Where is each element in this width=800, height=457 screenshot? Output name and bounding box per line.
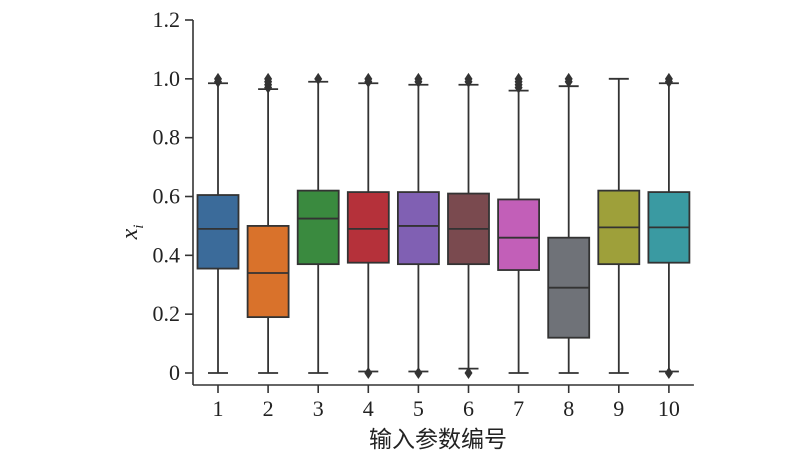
y-axis-label-subscript: i	[131, 225, 147, 229]
outlier-marker	[464, 367, 473, 379]
box-body	[196, 194, 240, 270]
outlier-marker	[314, 72, 323, 85]
x-tick-label: 10	[658, 396, 680, 421]
box-2	[246, 72, 290, 374]
outlier-marker	[564, 72, 573, 85]
y-tick-label: 0.6	[153, 184, 181, 209]
outlier-marker	[364, 72, 373, 85]
outlier-marker	[514, 72, 523, 85]
box-7	[497, 72, 541, 374]
outlier-marker	[214, 72, 222, 85]
outlier-marker	[664, 367, 673, 379]
x-tick-label: 3	[313, 396, 324, 421]
box-body	[246, 225, 290, 319]
x-tick-label: 8	[563, 396, 574, 421]
x-axis-label: 输入参数编号	[369, 427, 507, 453]
y-tick-label: 0.2	[153, 301, 181, 326]
x-tick-label: 5	[413, 396, 424, 421]
y-tick-label: 0.4	[153, 242, 181, 267]
box-body	[497, 198, 541, 271]
box-9	[597, 77, 641, 374]
outlier-marker	[464, 72, 473, 85]
box-3	[296, 72, 340, 374]
box-6	[447, 72, 490, 379]
box-10	[647, 72, 691, 379]
y-axis: 0 0.2 0.4 0.6 0.8 1.0 1.2	[153, 7, 194, 385]
x-tick-label: 2	[263, 396, 274, 421]
box-1	[196, 72, 240, 374]
box-5	[396, 72, 440, 379]
y-axis-label-main: x	[117, 228, 143, 240]
outlier-marker	[414, 72, 423, 85]
x-axis: 1 2 3 4 5 6 7 8 9 10	[193, 384, 694, 421]
outlier-marker	[364, 367, 373, 379]
outlier-marker	[664, 72, 673, 85]
box-body	[396, 191, 440, 266]
x-tick-label: 4	[363, 396, 374, 421]
x-tick-label: 9	[613, 396, 624, 421]
y-axis-label: xi	[117, 225, 147, 241]
y-tick-label: 0.8	[153, 125, 181, 150]
box-body	[346, 191, 390, 264]
outlier-marker	[264, 72, 273, 85]
box-series	[196, 72, 691, 379]
y-tick-label: 1.2	[153, 7, 181, 32]
x-tick-label: 7	[513, 396, 524, 421]
box-8	[547, 72, 591, 374]
y-tick-label: 1.0	[153, 66, 181, 91]
box-4	[346, 72, 390, 379]
y-tick-label: 0	[169, 360, 180, 385]
outlier-marker	[414, 367, 423, 379]
box-body	[296, 189, 340, 266]
x-tick-label: 6	[463, 396, 474, 421]
x-tick-label: 1	[213, 396, 224, 421]
